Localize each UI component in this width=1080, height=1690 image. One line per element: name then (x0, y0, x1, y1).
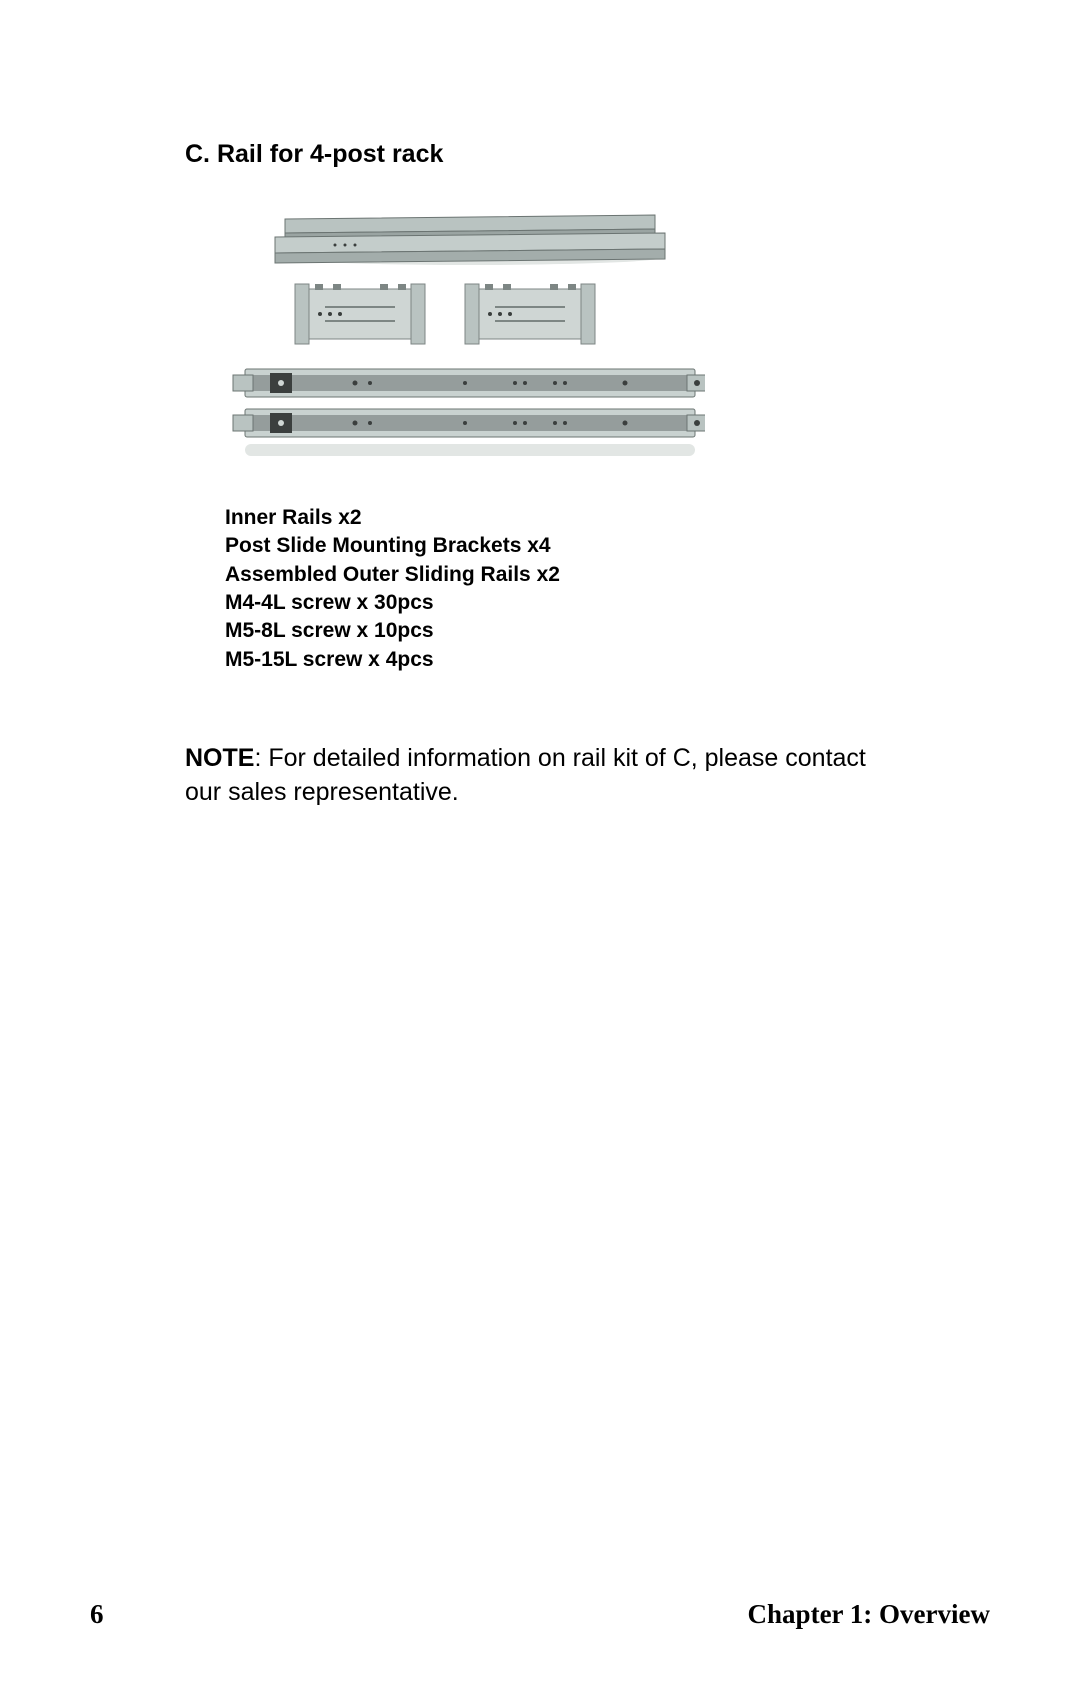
page-number: 6 (90, 1599, 104, 1630)
parts-item: Assembled Outer Sliding Rails x2 (225, 561, 900, 589)
rail-kit-illustration (225, 209, 705, 469)
note-text: : For detailed information on rail kit o… (185, 744, 866, 806)
note-paragraph: NOTE: For detailed information on rail k… (185, 742, 900, 810)
parts-item: M4-4L screw x 30pcs (225, 589, 900, 617)
page: C. Rail for 4-post rack (0, 0, 1080, 1690)
parts-item: M5-15L screw x 4pcs (225, 646, 900, 674)
rail-kit-figure (225, 209, 705, 474)
parts-item: M5-8L screw x 10pcs (225, 617, 900, 645)
parts-item: Post Slide Mounting Brackets x4 (225, 532, 900, 560)
section-title: C. Rail for 4-post rack (185, 140, 900, 169)
parts-list: Inner Rails x2 Post Slide Mounting Brack… (225, 504, 900, 674)
note-label: NOTE (185, 744, 254, 772)
parts-item: Inner Rails x2 (225, 504, 900, 532)
page-footer: 6 Chapter 1: Overview (0, 1599, 1080, 1630)
chapter-label: Chapter 1: Overview (748, 1599, 990, 1630)
